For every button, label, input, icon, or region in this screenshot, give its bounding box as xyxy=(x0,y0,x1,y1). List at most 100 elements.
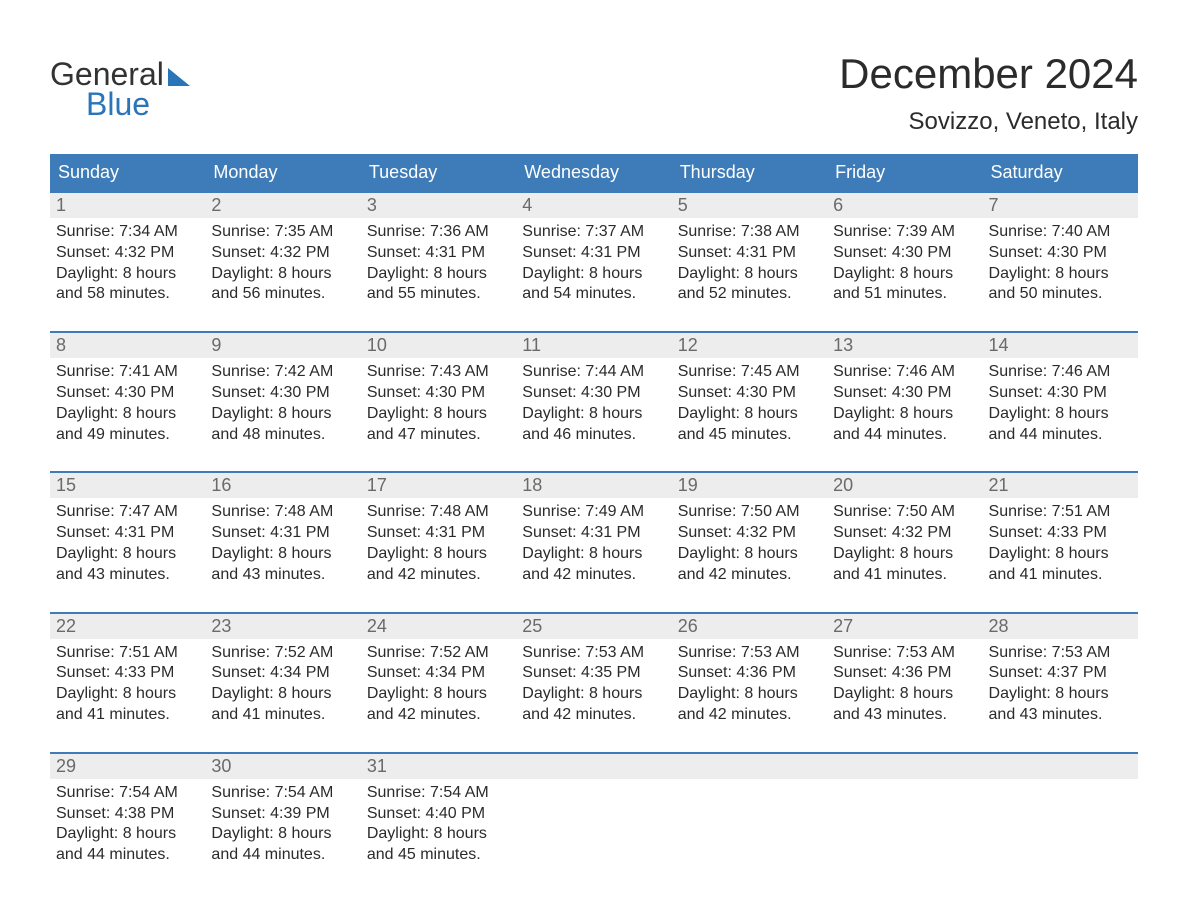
sunset-text: Sunset: 4:31 PM xyxy=(367,243,510,264)
day-number: 27 xyxy=(827,614,982,639)
calendar-day: 17Sunrise: 7:48 AMSunset: 4:31 PMDayligh… xyxy=(361,473,516,591)
page: General Blue December 2024 Sovizzo, Vene… xyxy=(0,0,1188,912)
daylight-line2: and 56 minutes. xyxy=(211,284,354,305)
calendar-day: 21Sunrise: 7:51 AMSunset: 4:33 PMDayligh… xyxy=(983,473,1138,591)
day-number: 11 xyxy=(516,333,671,358)
daylight-line1: Daylight: 8 hours xyxy=(211,824,354,845)
sunset-text: Sunset: 4:31 PM xyxy=(678,243,821,264)
logo-text-bottom: Blue xyxy=(86,88,190,120)
daylight-line2: and 50 minutes. xyxy=(989,284,1132,305)
daylight-line2: and 51 minutes. xyxy=(833,284,976,305)
day-body: Sunrise: 7:43 AMSunset: 4:30 PMDaylight:… xyxy=(361,358,516,451)
day-body: Sunrise: 7:52 AMSunset: 4:34 PMDaylight:… xyxy=(361,639,516,732)
day-number: 19 xyxy=(672,473,827,498)
calendar-day: 28Sunrise: 7:53 AMSunset: 4:37 PMDayligh… xyxy=(983,614,1138,732)
sunset-text: Sunset: 4:32 PM xyxy=(211,243,354,264)
daylight-line2: and 55 minutes. xyxy=(367,284,510,305)
day-number: 26 xyxy=(672,614,827,639)
daylight-line1: Daylight: 8 hours xyxy=(56,824,199,845)
sunrise-text: Sunrise: 7:48 AM xyxy=(367,502,510,523)
daylight-line2: and 47 minutes. xyxy=(367,425,510,446)
sunset-text: Sunset: 4:30 PM xyxy=(989,243,1132,264)
day-number: 21 xyxy=(983,473,1138,498)
daylight-line1: Daylight: 8 hours xyxy=(211,404,354,425)
sunset-text: Sunset: 4:31 PM xyxy=(522,523,665,544)
calendar-day: 30Sunrise: 7:54 AMSunset: 4:39 PMDayligh… xyxy=(205,754,360,872)
calendar-day: 19Sunrise: 7:50 AMSunset: 4:32 PMDayligh… xyxy=(672,473,827,591)
sunrise-text: Sunrise: 7:51 AM xyxy=(56,643,199,664)
day-body: Sunrise: 7:51 AMSunset: 4:33 PMDaylight:… xyxy=(983,498,1138,591)
logo-flag-icon xyxy=(168,68,190,86)
sunset-text: Sunset: 4:40 PM xyxy=(367,804,510,825)
daylight-line1: Daylight: 8 hours xyxy=(367,684,510,705)
daylight-line1: Daylight: 8 hours xyxy=(833,404,976,425)
calendar-week: 22Sunrise: 7:51 AMSunset: 4:33 PMDayligh… xyxy=(50,612,1138,732)
daylight-line2: and 46 minutes. xyxy=(522,425,665,446)
calendar-day: 3Sunrise: 7:36 AMSunset: 4:31 PMDaylight… xyxy=(361,193,516,311)
sunrise-text: Sunrise: 7:36 AM xyxy=(367,222,510,243)
calendar-day: 14Sunrise: 7:46 AMSunset: 4:30 PMDayligh… xyxy=(983,333,1138,451)
sunset-text: Sunset: 4:31 PM xyxy=(522,243,665,264)
daylight-line2: and 41 minutes. xyxy=(211,705,354,726)
sunrise-text: Sunrise: 7:42 AM xyxy=(211,362,354,383)
daylight-line2: and 43 minutes. xyxy=(56,565,199,586)
page-title: December 2024 xyxy=(839,50,1138,98)
day-number: 18 xyxy=(516,473,671,498)
sunrise-text: Sunrise: 7:53 AM xyxy=(833,643,976,664)
day-number: 8 xyxy=(50,333,205,358)
calendar-day: 23Sunrise: 7:52 AMSunset: 4:34 PMDayligh… xyxy=(205,614,360,732)
logo: General Blue xyxy=(50,58,190,120)
calendar-day: 2Sunrise: 7:35 AMSunset: 4:32 PMDaylight… xyxy=(205,193,360,311)
sunrise-text: Sunrise: 7:47 AM xyxy=(56,502,199,523)
sunrise-text: Sunrise: 7:53 AM xyxy=(989,643,1132,664)
sunset-text: Sunset: 4:38 PM xyxy=(56,804,199,825)
daylight-line2: and 42 minutes. xyxy=(678,705,821,726)
sunset-text: Sunset: 4:30 PM xyxy=(678,383,821,404)
daylight-line2: and 43 minutes. xyxy=(833,705,976,726)
sunrise-text: Sunrise: 7:49 AM xyxy=(522,502,665,523)
calendar-day: 12Sunrise: 7:45 AMSunset: 4:30 PMDayligh… xyxy=(672,333,827,451)
dow-thursday: Thursday xyxy=(672,154,827,191)
day-body: Sunrise: 7:35 AMSunset: 4:32 PMDaylight:… xyxy=(205,218,360,311)
day-number: 13 xyxy=(827,333,982,358)
day-body: Sunrise: 7:38 AMSunset: 4:31 PMDaylight:… xyxy=(672,218,827,311)
day-body: Sunrise: 7:45 AMSunset: 4:30 PMDaylight:… xyxy=(672,358,827,451)
calendar-day: 6Sunrise: 7:39 AMSunset: 4:30 PMDaylight… xyxy=(827,193,982,311)
daylight-line2: and 45 minutes. xyxy=(678,425,821,446)
daylight-line1: Daylight: 8 hours xyxy=(678,404,821,425)
daylight-line1: Daylight: 8 hours xyxy=(56,544,199,565)
calendar-day: 27Sunrise: 7:53 AMSunset: 4:36 PMDayligh… xyxy=(827,614,982,732)
day-number: 25 xyxy=(516,614,671,639)
day-number: 17 xyxy=(361,473,516,498)
calendar-day: 5Sunrise: 7:38 AMSunset: 4:31 PMDaylight… xyxy=(672,193,827,311)
day-number: 7 xyxy=(983,193,1138,218)
sunset-text: Sunset: 4:31 PM xyxy=(211,523,354,544)
sunrise-text: Sunrise: 7:37 AM xyxy=(522,222,665,243)
daylight-line2: and 42 minutes. xyxy=(367,565,510,586)
day-body: Sunrise: 7:44 AMSunset: 4:30 PMDaylight:… xyxy=(516,358,671,451)
sunrise-text: Sunrise: 7:54 AM xyxy=(367,783,510,804)
daylight-line1: Daylight: 8 hours xyxy=(989,684,1132,705)
day-body: Sunrise: 7:50 AMSunset: 4:32 PMDaylight:… xyxy=(827,498,982,591)
day-body: Sunrise: 7:54 AMSunset: 4:39 PMDaylight:… xyxy=(205,779,360,872)
day-number: 2 xyxy=(205,193,360,218)
calendar-day: 7Sunrise: 7:40 AMSunset: 4:30 PMDaylight… xyxy=(983,193,1138,311)
calendar-day: 18Sunrise: 7:49 AMSunset: 4:31 PMDayligh… xyxy=(516,473,671,591)
sunset-text: Sunset: 4:30 PM xyxy=(522,383,665,404)
daylight-line2: and 43 minutes. xyxy=(989,705,1132,726)
day-number: 5 xyxy=(672,193,827,218)
sunrise-text: Sunrise: 7:46 AM xyxy=(833,362,976,383)
day-body: Sunrise: 7:40 AMSunset: 4:30 PMDaylight:… xyxy=(983,218,1138,311)
daylight-line2: and 44 minutes. xyxy=(989,425,1132,446)
day-body: Sunrise: 7:53 AMSunset: 4:37 PMDaylight:… xyxy=(983,639,1138,732)
sunset-text: Sunset: 4:33 PM xyxy=(989,523,1132,544)
sunset-text: Sunset: 4:32 PM xyxy=(56,243,199,264)
daylight-line1: Daylight: 8 hours xyxy=(522,264,665,285)
calendar-week: 1Sunrise: 7:34 AMSunset: 4:32 PMDaylight… xyxy=(50,191,1138,311)
daylight-line1: Daylight: 8 hours xyxy=(522,404,665,425)
dow-tuesday: Tuesday xyxy=(361,154,516,191)
sunrise-text: Sunrise: 7:40 AM xyxy=(989,222,1132,243)
day-body: Sunrise: 7:46 AMSunset: 4:30 PMDaylight:… xyxy=(827,358,982,451)
calendar-day: 22Sunrise: 7:51 AMSunset: 4:33 PMDayligh… xyxy=(50,614,205,732)
daylight-line2: and 42 minutes. xyxy=(678,565,821,586)
